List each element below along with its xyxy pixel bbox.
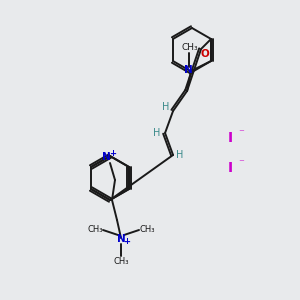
Text: CH₃: CH₃: [182, 43, 198, 52]
Text: CH₃: CH₃: [139, 224, 155, 233]
Text: +: +: [124, 238, 130, 247]
Text: I: I: [227, 161, 232, 175]
Text: N: N: [117, 234, 125, 244]
Text: H: H: [176, 150, 184, 160]
Text: CH₃: CH₃: [87, 224, 103, 233]
Text: O: O: [201, 49, 209, 59]
Text: N: N: [184, 65, 192, 75]
Text: ⁻: ⁻: [238, 158, 244, 168]
Text: +: +: [110, 148, 116, 158]
Text: ⁻: ⁻: [238, 128, 244, 138]
Text: H: H: [162, 102, 170, 112]
Text: N: N: [102, 152, 110, 162]
Text: I: I: [227, 131, 232, 145]
Text: CH₃: CH₃: [113, 257, 129, 266]
Text: H: H: [153, 128, 161, 138]
